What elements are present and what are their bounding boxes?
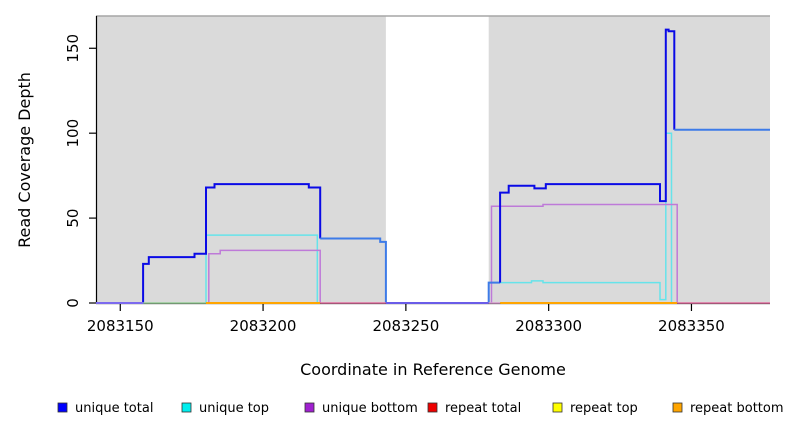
- legend-item: unique bottom: [304, 401, 418, 416]
- y-tick-label: 0: [64, 298, 82, 308]
- legend-item: repeat top: [552, 401, 638, 416]
- series-unique-bottom-left: [208, 249, 321, 303]
- legend-item-label: repeat total: [445, 401, 521, 416]
- legend-swatch: [427, 402, 438, 413]
- series-total-mid: [320, 237, 387, 303]
- x-tick-label: 2083250: [372, 317, 439, 335]
- series-unique-total-right: [499, 28, 676, 283]
- x-tick-label: 2083350: [658, 317, 725, 335]
- legend-item-label: unique top: [199, 401, 269, 416]
- series-total-gap-rise: [487, 281, 501, 303]
- series-layer: [96, 28, 770, 304]
- series-unique-total-left: [96, 183, 322, 304]
- legend-swatch: [181, 402, 192, 413]
- legend-swatch: [672, 402, 683, 413]
- no-data-gap: [385, 16, 489, 303]
- y-axis-title: Read Coverage Depth: [15, 72, 34, 248]
- legend-item-label: unique bottom: [322, 401, 418, 416]
- x-axis-title: Coordinate in Reference Genome: [300, 360, 566, 379]
- series-unique-top-left: [205, 234, 319, 303]
- x-tick-label: 2083150: [87, 317, 154, 335]
- x-tick-label: 2083200: [230, 317, 297, 335]
- legend-item-label: repeat bottom: [690, 401, 784, 416]
- series-unique-top-right: [488, 132, 673, 303]
- y-tick-label: 150: [64, 34, 82, 63]
- y-tick-label: 100: [64, 119, 82, 148]
- legend-swatch: [304, 402, 315, 413]
- legend-swatch: [552, 402, 563, 413]
- legend-item: unique total: [57, 401, 153, 416]
- legend-item-label: repeat top: [570, 401, 638, 416]
- panel-layer: [96, 15, 770, 303]
- legend-item-label: unique total: [75, 401, 153, 416]
- y-tick-label: 50: [64, 209, 82, 228]
- legend: unique total unique top unique bottom repea…: [57, 401, 784, 416]
- legend-item: repeat total: [427, 401, 521, 416]
- legend-swatch: [57, 402, 68, 413]
- series-unique-bottom-right: [490, 203, 678, 303]
- legend-item: unique top: [181, 401, 269, 416]
- legend-item: repeat bottom: [672, 401, 784, 416]
- x-tick-label: 2083300: [515, 317, 582, 335]
